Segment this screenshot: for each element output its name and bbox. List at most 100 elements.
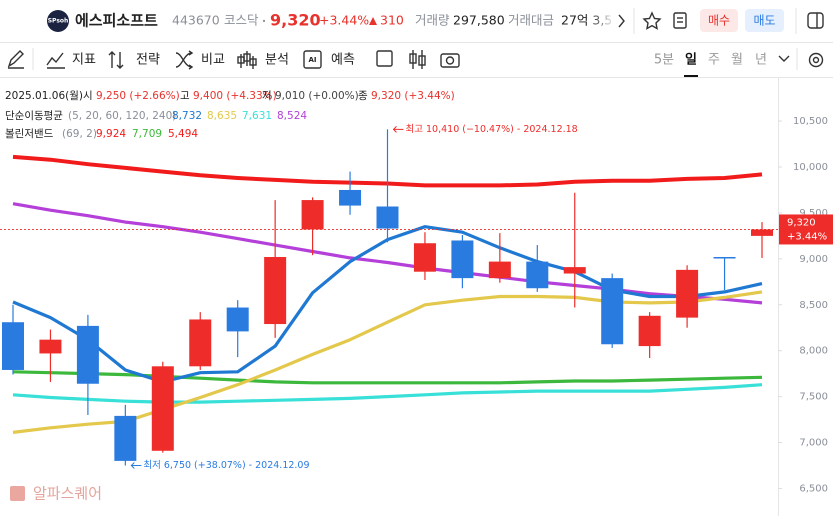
period-tab[interactable]: 월: [731, 53, 743, 68]
price-tag: [779, 214, 833, 245]
note-arrow: [392, 125, 404, 133]
candle-body: [339, 189, 362, 206]
toolbar-item[interactable]: 예측: [331, 53, 355, 68]
candle-body: [76, 325, 99, 384]
plot: [0, 154, 778, 434]
sidebar-icon[interactable]: [807, 12, 824, 29]
y-tick-label: 10,000: [793, 162, 828, 173]
candle-body: [39, 339, 62, 354]
period-tab[interactable]: 5분: [654, 53, 674, 68]
candle-body: [151, 366, 174, 451]
candle-body: [189, 319, 212, 367]
toolbar-item[interactable]: 지표: [72, 53, 96, 68]
nav-bg[interactable]: [612, 6, 634, 36]
y-tick-label: 8,000: [799, 346, 828, 357]
period-tab[interactable]: 주: [708, 53, 720, 68]
toolbar-item[interactable]: 전략: [136, 53, 160, 68]
ohlc-label: 시: [83, 90, 93, 102]
ohlc-label: 저: [262, 90, 272, 102]
settings-core: [812, 56, 820, 64]
candle-body: [488, 261, 511, 279]
y-tick-label: 8,500: [799, 300, 828, 311]
bb-last: 7,709: [132, 128, 162, 140]
candle-body: [2, 322, 24, 370]
toolbar-item[interactable]: 분석: [265, 53, 289, 68]
market: 코스닥: [224, 13, 259, 28]
ma-params: (5, 20, 60, 120, 240): [68, 110, 176, 122]
price-tag-pct: +3.44%: [787, 231, 827, 242]
logo: [47, 10, 69, 32]
star-icon[interactable]: [642, 11, 662, 30]
up-triangle: [369, 17, 377, 25]
camera-lens: [445, 56, 455, 65]
candle-icon[interactable]: [412, 50, 423, 69]
analysis-box: [243, 53, 251, 62]
shape-icon[interactable]: [376, 50, 393, 67]
candles: [2, 129, 773, 466]
candle-body: [713, 257, 736, 259]
ma-last: 8,524: [277, 110, 307, 122]
ai-glyph: AI: [308, 56, 316, 64]
predict-icon[interactable]: [303, 50, 322, 69]
analysis-box: [249, 58, 257, 66]
note-arrow: [130, 462, 142, 469]
indicator-line: [12, 202, 763, 305]
change-pct: +3.44%: [319, 13, 369, 28]
period-tab[interactable]: 일: [685, 53, 697, 68]
info-date: 2025.01.06(월): [5, 90, 83, 102]
candle-body: [563, 267, 586, 274]
ohlc-value: 9,250 (+2.66%): [96, 90, 180, 102]
period-tab[interactable]: 년: [755, 53, 767, 68]
buy-button[interactable]: [700, 9, 738, 32]
ma-last: 8,635: [207, 110, 237, 122]
sell-label[interactable]: 매도: [753, 14, 775, 28]
amount-label: 거래대금: [508, 13, 554, 28]
price-tag-value: 9,320: [787, 217, 816, 228]
candle-body: [601, 278, 624, 345]
y-tick-label: 10,500: [793, 116, 828, 127]
settings-icon[interactable]: [808, 52, 824, 68]
indicator-line: [12, 383, 763, 404]
strategy-icon[interactable]: [108, 51, 124, 69]
sell-button[interactable]: [745, 9, 784, 32]
more-chevron[interactable]: [778, 55, 790, 62]
candle-body: [413, 243, 436, 272]
camera-icon[interactable]: [440, 53, 460, 68]
memo-icon[interactable]: [673, 12, 687, 29]
indicator-line: [12, 290, 763, 434]
ma-last: 7,631: [242, 110, 272, 122]
toolbar: AI 지표 전략 비교 분석 예측 5분 일 주 월 년: [7, 48, 824, 77]
high-note: 최고 10,410 (−10.47%) - 2024.12.18: [406, 124, 578, 135]
y-tick-label: 7,500: [799, 392, 828, 403]
y-tick-label: 7,000: [799, 438, 828, 449]
bb-params: (69, 2): [62, 128, 97, 140]
y-tick-label: 6,500: [799, 483, 828, 494]
ohlc-label: 종: [358, 90, 368, 102]
low-note: 최저 6,750 (+38.07%) - 2024.12.09: [143, 460, 309, 471]
candle-box: [409, 53, 417, 64]
candle-body: [751, 229, 773, 236]
compare-icon[interactable]: [175, 50, 194, 70]
stock-code: 443670: [172, 13, 220, 28]
toolbar-item[interactable]: 비교: [201, 53, 225, 68]
candle-body: [676, 269, 699, 318]
stock-name: 에스피소프트: [75, 12, 158, 30]
ohlc-value: 9,400 (+4.33%): [193, 90, 277, 102]
candle-body: [264, 257, 287, 325]
bb-last: 5,494: [168, 128, 198, 140]
watermark: 알파스퀘어: [33, 485, 102, 503]
next-arrow[interactable]: [618, 14, 625, 28]
volume: 297,580: [453, 13, 505, 28]
indicator-icon[interactable]: [46, 52, 65, 69]
change: 310: [380, 13, 404, 28]
candle-body: [226, 307, 249, 332]
logo-text: SPsoh: [48, 18, 69, 25]
buy-label[interactable]: 매수: [708, 14, 730, 28]
draw-icon[interactable]: [7, 50, 24, 69]
candle-body: [376, 206, 399, 229]
ohlc-label: 고: [180, 90, 190, 102]
candle-body: [526, 261, 549, 289]
candle-body: [114, 415, 137, 461]
bb-last: 9,924: [96, 128, 126, 140]
